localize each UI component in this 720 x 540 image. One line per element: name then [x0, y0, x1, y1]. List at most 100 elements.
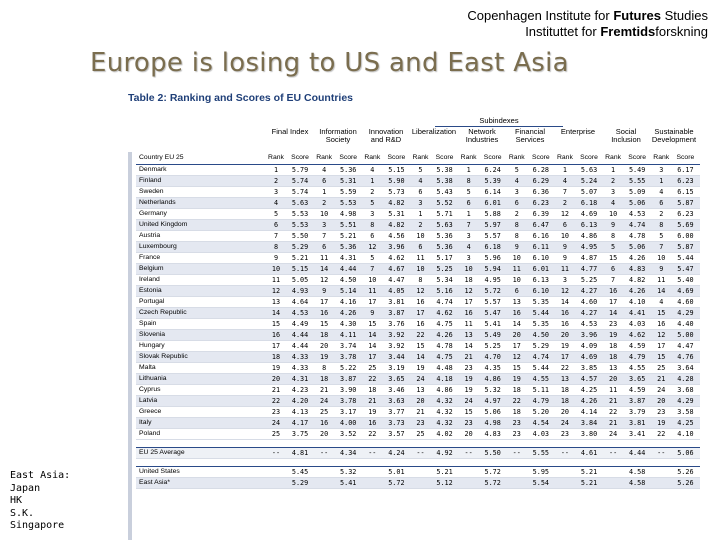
rank-cell: 17 — [362, 296, 382, 308]
rank-cell: 6 — [410, 186, 430, 198]
country-name: Germany — [136, 208, 267, 220]
rank-cell — [507, 477, 527, 489]
score-cell: 3.63 — [381, 395, 411, 407]
score-cell: 4.32 — [429, 406, 460, 418]
country-name: United States — [136, 466, 267, 478]
score-cell: 5.32 — [478, 384, 508, 396]
rank-cell: -- — [603, 447, 623, 459]
score-cell: 5.53 — [333, 197, 363, 209]
rank-cell: 4 — [507, 175, 527, 187]
rank-cell: 16 — [459, 307, 479, 319]
rank-cell: -- — [507, 447, 527, 459]
score-cell: 5.29 — [285, 241, 315, 253]
table-body: Denmark 1 5.79 4 5.36 4 5.15 5 5.38 1 6.24 5 6.28 1 5.… — [136, 164, 700, 489]
rank-cell: 21 — [459, 351, 479, 363]
table-row: Ireland 11 5.05 12 4.50 10 4.47 8 5.34 18 4.95 10 6.… — [136, 274, 700, 286]
score-cell: 4.82 — [622, 274, 652, 286]
score-cell: 3.44 — [381, 351, 411, 363]
rank-cell: 8 — [266, 241, 286, 253]
country-name: Greece — [136, 406, 267, 418]
rank-cell: 15 — [603, 252, 623, 264]
score-cell: 5.36 — [333, 164, 363, 176]
score-column-header: Score — [574, 152, 604, 165]
table-spacer — [136, 458, 700, 467]
score-cell: 3.96 — [574, 329, 604, 341]
score-cell: 4.62 — [622, 329, 652, 341]
score-cell: 3.64 — [670, 362, 700, 374]
rank-cell: 18 — [507, 406, 527, 418]
rank-cell: 16 — [410, 318, 430, 330]
score-cell: 6.13 — [574, 219, 604, 231]
rank-cell: 2 — [266, 175, 286, 187]
score-cell: 4.97 — [478, 395, 508, 407]
rank-cell: 6 — [507, 285, 527, 297]
score-cell: 4.14 — [574, 406, 604, 418]
score-cell: 6.36 — [526, 186, 556, 198]
rank-cell: 24 — [555, 417, 575, 429]
score-cell: 4.59 — [622, 340, 652, 352]
score-column-header: Score — [526, 152, 556, 165]
rank-cell: 18 — [603, 340, 623, 352]
rank-cell: -- — [555, 447, 575, 459]
table-header-row: Country EU 25 Rank Score Rank Score Rank Score… — [136, 152, 700, 165]
score-cell: 3.81 — [381, 296, 411, 308]
score-cell: 5.97 — [478, 219, 508, 231]
score-cell: 4.26 — [622, 285, 652, 297]
rank-cell: 6 — [410, 241, 430, 253]
rank-cell: 17 — [459, 296, 479, 308]
rank-cell: 14 — [603, 307, 623, 319]
rank-cell: 21 — [314, 384, 334, 396]
score-cell: 5.15 — [285, 263, 315, 275]
score-cell: 4.44 — [285, 329, 315, 341]
score-cell: 4.95 — [574, 241, 604, 253]
rank-cell: 20 — [507, 329, 527, 341]
score-cell: 3.57 — [381, 428, 411, 440]
rank-cell: 24 — [410, 373, 430, 385]
rank-cell: 10 — [603, 208, 623, 220]
rank-cell: 22 — [651, 428, 671, 440]
rank-column-header: Rank — [410, 152, 430, 165]
rank-cell: 23 — [459, 362, 479, 374]
rank-cell: 7 — [266, 230, 286, 242]
score-cell: 4.82 — [381, 197, 411, 209]
score-column-header: Score — [478, 152, 508, 165]
score-cell: 4.18 — [429, 373, 460, 385]
score-cell: 3.52 — [333, 428, 363, 440]
rank-cell: 4 — [459, 241, 479, 253]
rank-cell: 12 — [459, 285, 479, 297]
rank-cell: 11 — [314, 252, 334, 264]
rank-column-header: Rank — [266, 152, 286, 165]
table-row: Netherlands 4 5.63 2 5.53 5 4.82 3 5.52 6 6.01 6 6.2… — [136, 197, 700, 209]
rank-cell — [603, 477, 623, 489]
score-cell: 5.07 — [574, 186, 604, 198]
score-cell: 5.72 — [478, 466, 508, 478]
score-cell: 5.53 — [285, 208, 315, 220]
score-cell: 4.98 — [478, 417, 508, 429]
rank-cell: 12 — [555, 208, 575, 220]
rank-cell: 7 — [603, 274, 623, 286]
rank-cell: 14 — [507, 318, 527, 330]
score-cell: 5.73 — [381, 186, 411, 198]
score-cell: 4.30 — [333, 318, 363, 330]
east-asia-note: East Asia: Japan HK S.K. Singapore — [10, 470, 71, 533]
rank-cell: 15 — [410, 340, 430, 352]
rank-cell: 20 — [410, 395, 430, 407]
rank-cell: 2 — [651, 208, 671, 220]
score-cell: 4.27 — [574, 307, 604, 319]
score-cell: 4.75 — [429, 351, 460, 363]
country-name: Cyprus — [136, 384, 267, 396]
score-cell: 5.21 — [574, 477, 604, 489]
country-name: Netherlands — [136, 197, 267, 209]
east-asia-note-line: HK — [10, 495, 23, 506]
table-row: Slovak Republic 18 4.33 19 3.78 17 3.44 14 4.75 2… — [136, 351, 700, 363]
rank-cell: 16 — [555, 318, 575, 330]
score-cell: 4.62 — [381, 252, 411, 264]
score-cell: 5.32 — [333, 466, 363, 478]
rank-cell: 16 — [555, 307, 575, 319]
rank-cell: 20 — [555, 406, 575, 418]
rank-cell: 19 — [555, 340, 575, 352]
rank-cell: 14 — [459, 340, 479, 352]
rank-cell: 9 — [555, 241, 575, 253]
score-cell: 4.03 — [526, 428, 556, 440]
score-cell: 3.92 — [381, 329, 411, 341]
